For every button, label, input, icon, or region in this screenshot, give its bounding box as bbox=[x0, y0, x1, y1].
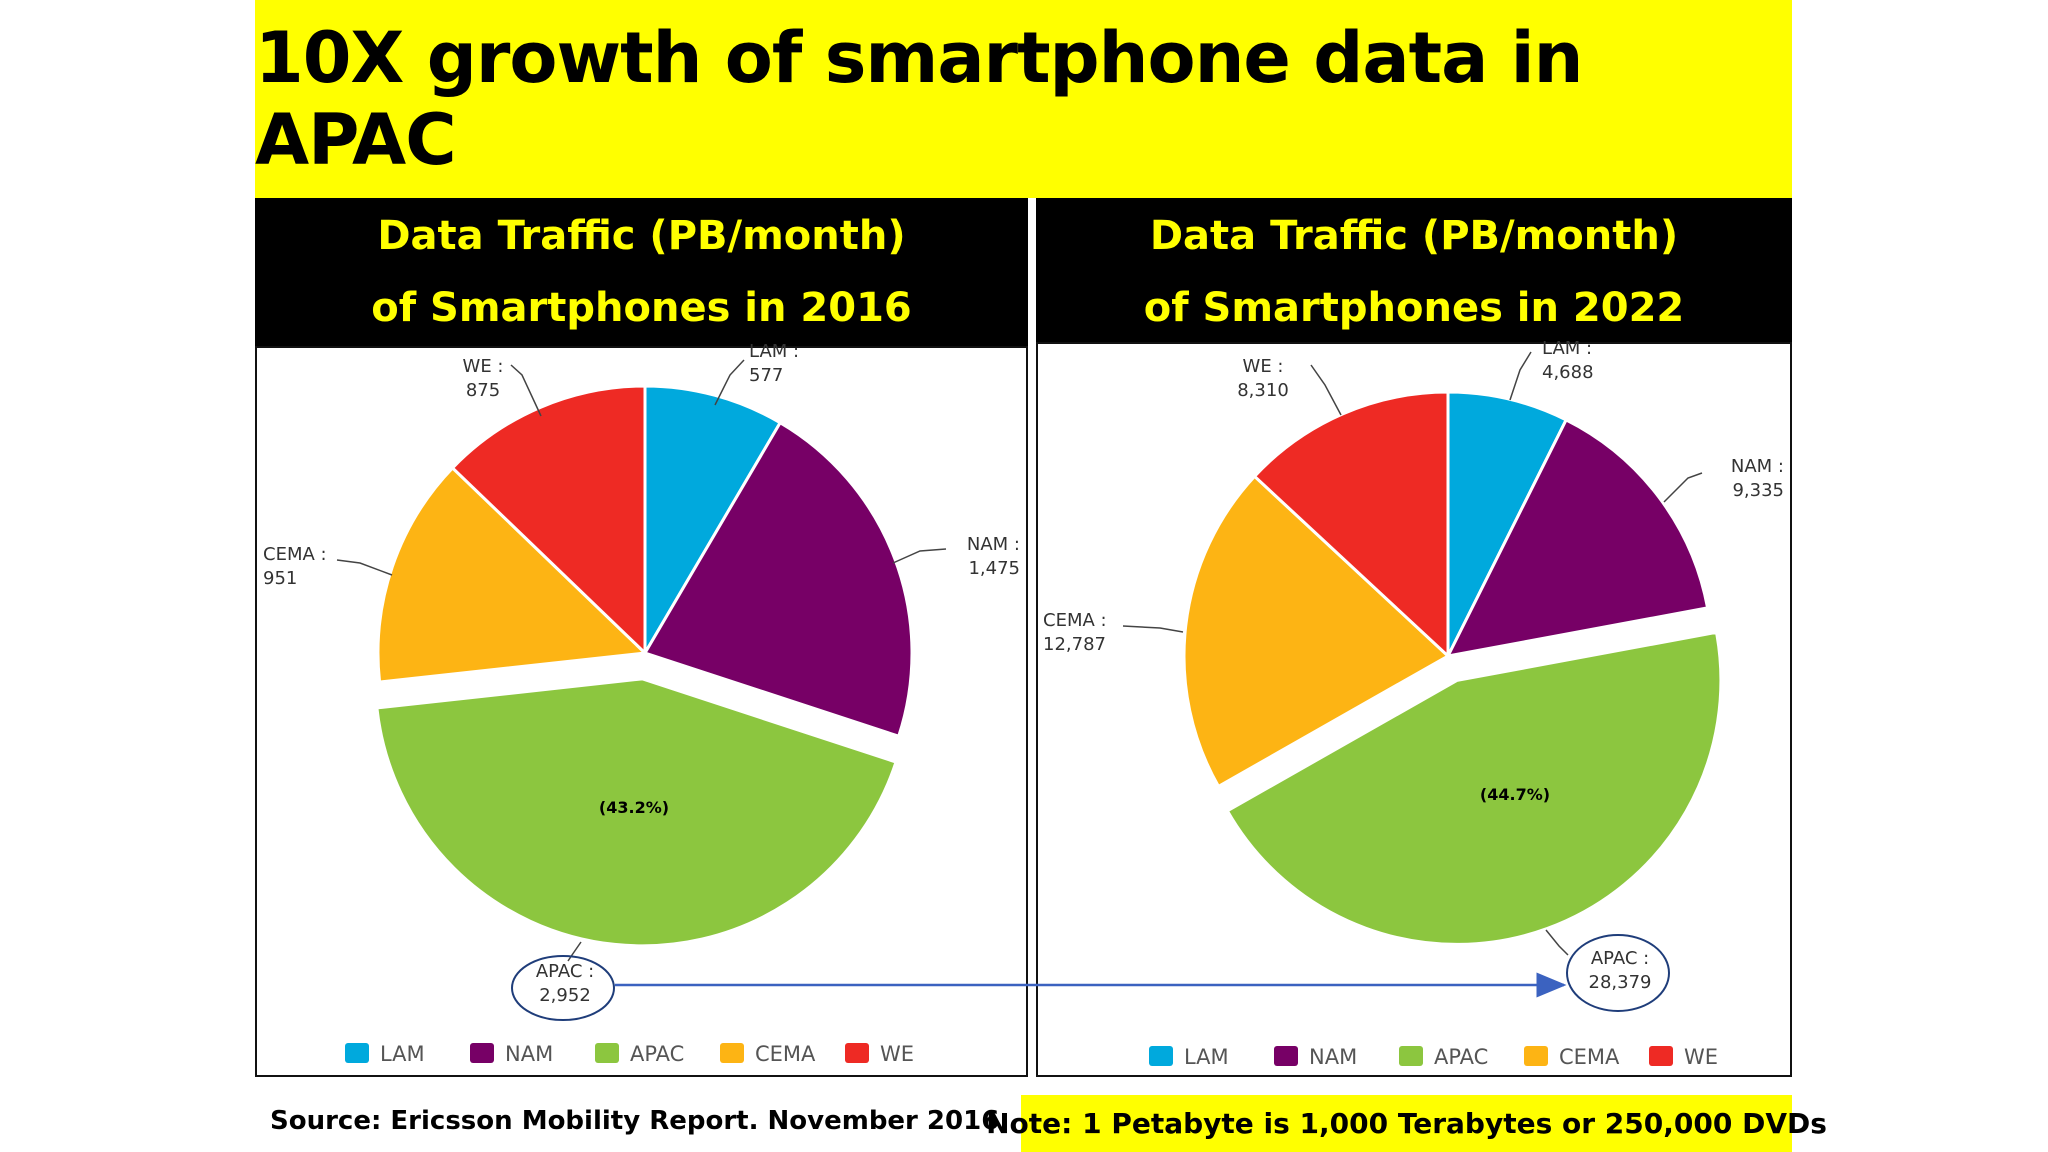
title-banner: 10X growth of smartphone data in APAC bbox=[255, 0, 1792, 198]
leader-line-lam bbox=[1509, 351, 1532, 401]
legend-swatch-nam bbox=[1274, 1046, 1298, 1066]
leader-line-nam bbox=[892, 548, 947, 564]
pie-slice-lam bbox=[1446, 390, 1569, 657]
leader-line-we bbox=[510, 364, 542, 417]
leader-line-apac bbox=[1545, 929, 1569, 956]
slice-label-apac: APAC : bbox=[536, 961, 594, 982]
legend-label-lam: LAM bbox=[1184, 1045, 1229, 1069]
slice-value-nam: 9,335 bbox=[1732, 480, 1784, 501]
slice-value-we: 875 bbox=[466, 380, 500, 401]
leader-line-we bbox=[1310, 364, 1342, 416]
legend-label-cema: CEMA bbox=[755, 1042, 816, 1066]
apac-percent-label: (43.2%) bbox=[599, 798, 669, 817]
pie-slice-nam bbox=[1445, 417, 1710, 659]
apac-percent-label: (44.7%) bbox=[1480, 785, 1550, 804]
leader-line-lam bbox=[714, 359, 745, 406]
legend-label-apac: APAC bbox=[1434, 1045, 1488, 1069]
source-note: Source: Ericsson Mobility Report. Novemb… bbox=[270, 1106, 1000, 1136]
slice-label-cema: CEMA : bbox=[1043, 610, 1107, 631]
pie-slice-cema bbox=[376, 465, 649, 684]
slice-label-nam: NAM : bbox=[967, 534, 1020, 555]
legend-swatch-we bbox=[1649, 1046, 1673, 1066]
legend-label-we: WE bbox=[1684, 1045, 1718, 1069]
petabyte-note: Note: 1 Petabyte is 1,000 Terabytes or 2… bbox=[986, 1095, 1827, 1152]
legend-label-we: WE bbox=[880, 1042, 914, 1066]
legend-label-nam: NAM bbox=[505, 1042, 553, 1066]
slice-label-lam: LAM : bbox=[749, 341, 799, 362]
panel-header-2016: Data Traffic (PB/month) of Smartphones i… bbox=[255, 198, 1028, 346]
legend-swatch-apac bbox=[595, 1043, 619, 1063]
pie-slice-apac bbox=[1225, 630, 1723, 946]
legend-swatch-lam bbox=[345, 1043, 369, 1063]
legend-label-lam: LAM bbox=[380, 1042, 425, 1066]
slice-value-lam: 4,688 bbox=[1542, 362, 1594, 383]
leader-line-nam bbox=[1663, 472, 1703, 503]
slice-value-cema: 951 bbox=[263, 568, 297, 589]
pie-slice-apac bbox=[375, 677, 898, 948]
page-title: 10X growth of smartphone data in APAC bbox=[255, 17, 1584, 181]
pie-slice-we bbox=[450, 384, 647, 657]
panel-header-line2: of Smartphones in 2016 bbox=[371, 285, 912, 331]
panel-header-2022: Data Traffic (PB/month) of Smartphones i… bbox=[1036, 198, 1792, 346]
slice-value-cema: 12,787 bbox=[1043, 634, 1106, 655]
leader-line-cema bbox=[336, 559, 393, 576]
leader-line-cema bbox=[1122, 625, 1184, 633]
apac-highlight-circle bbox=[1566, 934, 1670, 1012]
legend-swatch-cema bbox=[1524, 1046, 1548, 1066]
panel-header-line2: of Smartphones in 2022 bbox=[1143, 285, 1685, 331]
pie-slice-we bbox=[1252, 390, 1450, 660]
apac-highlight-circle bbox=[511, 955, 615, 1021]
pie-chart-2022: LAM : 4,688 NAM : 9,335 APAC : 28,379 CEMA : 12… bbox=[1043, 338, 1784, 1069]
panel-header-line1: Data Traffic (PB/month) bbox=[377, 213, 906, 259]
slice-value-lam: 577 bbox=[749, 365, 783, 386]
legend-swatch-lam bbox=[1149, 1046, 1173, 1066]
slice-label-cema: CEMA : bbox=[263, 544, 327, 565]
pie-chart-2016: LAM : 577 NAM : 1,475 APAC : 2,952 CEMA : 951 WE… bbox=[263, 341, 1020, 1066]
slice-label-nam: NAM : bbox=[1731, 456, 1784, 477]
legend-swatch-cema bbox=[720, 1043, 744, 1063]
slice-value-apac: 28,379 bbox=[1589, 972, 1652, 993]
pie-slice-nam bbox=[642, 420, 914, 739]
legend-label-nam: NAM bbox=[1309, 1045, 1357, 1069]
pie-slice-lam bbox=[643, 384, 783, 659]
legend-swatch-we bbox=[845, 1043, 869, 1063]
slice-value-apac: 2,952 bbox=[539, 985, 591, 1006]
leader-line-apac bbox=[567, 941, 582, 962]
slice-label-apac: APAC : bbox=[1591, 948, 1649, 969]
legend-label-apac: APAC bbox=[630, 1042, 684, 1066]
slice-value-we: 8,310 bbox=[1237, 380, 1289, 401]
slice-label-we: WE : bbox=[463, 356, 504, 377]
slice-label-lam: LAM : bbox=[1542, 338, 1592, 359]
legend-swatch-apac bbox=[1399, 1046, 1423, 1066]
panel-header-line1: Data Traffic (PB/month) bbox=[1149, 213, 1679, 259]
slice-value-nam: 1,475 bbox=[968, 558, 1020, 579]
legend-label-cema: CEMA bbox=[1559, 1045, 1620, 1069]
pie-slice-cema bbox=[1182, 474, 1451, 789]
slice-label-we: WE : bbox=[1243, 356, 1284, 377]
legend-swatch-nam bbox=[470, 1043, 494, 1063]
